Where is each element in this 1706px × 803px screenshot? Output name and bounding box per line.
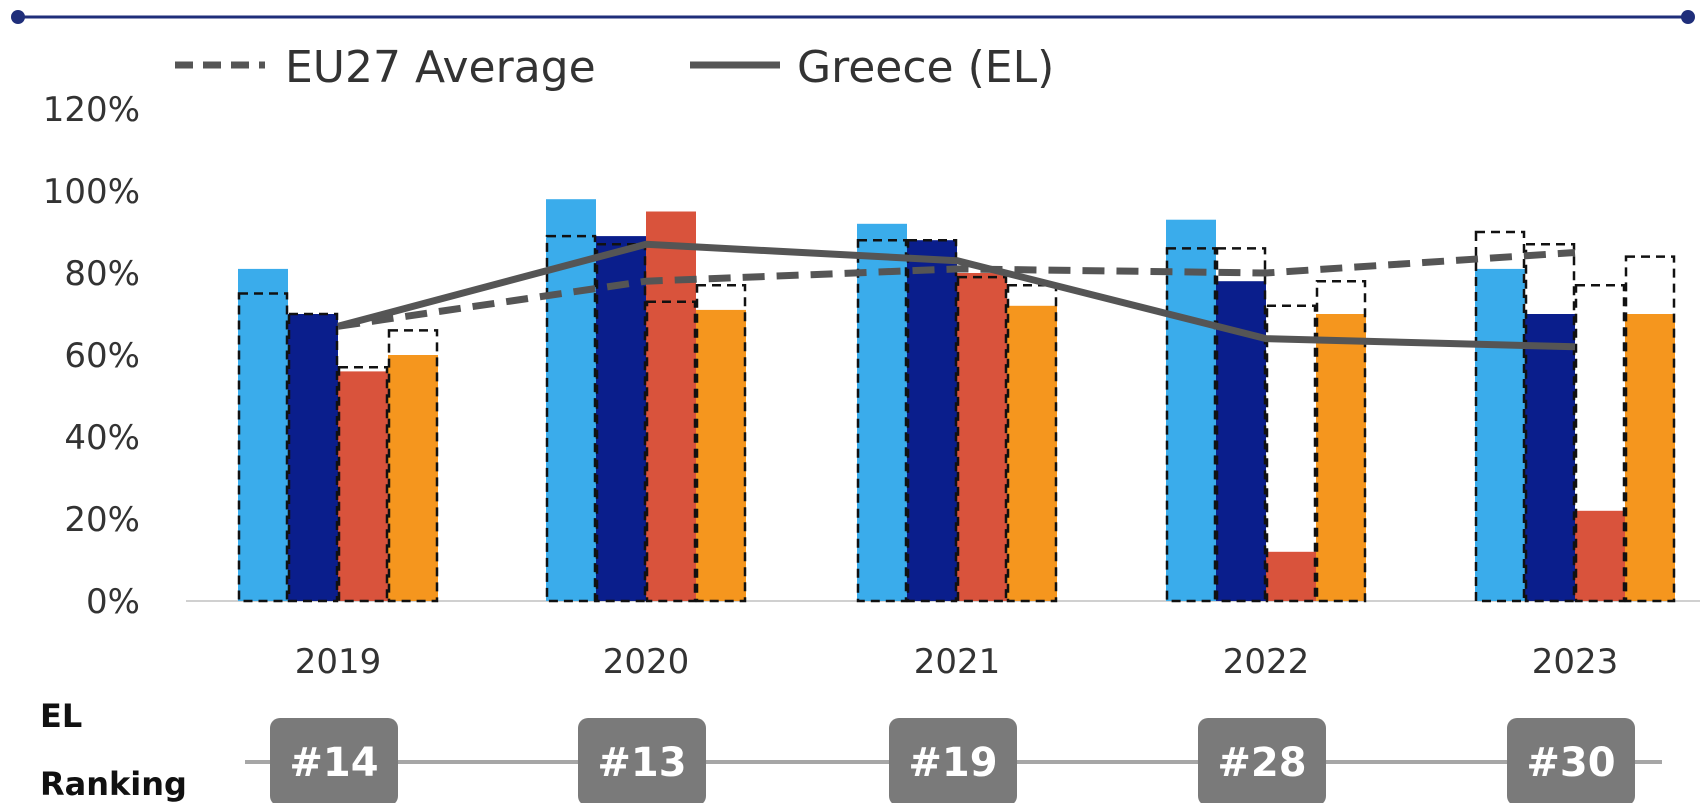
bar — [1525, 314, 1575, 601]
bar — [338, 371, 388, 601]
ranking-title-line2: Ranking — [40, 765, 187, 803]
ranking-value: #30 — [1526, 740, 1615, 786]
x-axis: 2019 2020 2021 2022 2023 — [295, 642, 1619, 682]
eu27-bars — [237, 230, 1676, 603]
y-axis: 0% 20% 40% 60% 80% 100% 120% — [43, 90, 140, 622]
bar — [596, 236, 646, 601]
eu27-outline-bar — [906, 238, 958, 603]
eu27-outline-bar — [1315, 279, 1367, 603]
x-tick-label: 2019 — [295, 642, 382, 682]
bar — [238, 268, 288, 601]
eu27-outline-bar — [387, 329, 439, 603]
eu27-outline-bar — [1624, 255, 1676, 603]
y-tick-label: 80% — [64, 254, 140, 294]
legend: EU27 Average Greece (EL) — [175, 42, 1054, 93]
series-lines — [337, 240, 1576, 351]
eu27-average-line — [337, 249, 1576, 330]
y-tick-label: 60% — [64, 336, 140, 376]
eu27-outline-bar — [545, 234, 597, 603]
y-tick-label: 120% — [43, 90, 140, 130]
ranking-badge — [1507, 718, 1635, 803]
ranking-badge — [1198, 718, 1326, 803]
eu27-outline-bar — [1474, 230, 1526, 603]
eu27-outline-bar — [1215, 247, 1267, 603]
legend-greece-label: Greece (EL) — [797, 42, 1054, 93]
ranking-badge — [270, 718, 398, 803]
bar — [857, 223, 907, 602]
eu27-outline-bar — [1165, 247, 1217, 603]
ranking-value: #13 — [597, 740, 686, 786]
eu27-outline-bar — [1524, 243, 1576, 603]
x-tick-label: 2023 — [1532, 642, 1619, 682]
x-tick-label: 2021 — [914, 642, 1001, 682]
eu27-outline-bar — [856, 238, 908, 603]
x-tick-label: 2022 — [1223, 642, 1310, 682]
eu27-outline-bar — [695, 284, 747, 603]
ranking-badge — [889, 718, 1017, 803]
bar — [1266, 551, 1316, 601]
ranking-value: #28 — [1217, 740, 1306, 786]
bar — [1316, 314, 1366, 601]
ranking-value: #14 — [289, 740, 378, 786]
bar — [907, 240, 957, 601]
eu27-outline-bar — [595, 243, 647, 603]
eu27-outline-bar — [645, 300, 697, 603]
x-tick-label: 2020 — [603, 642, 690, 682]
y-tick-label: 20% — [64, 500, 140, 540]
bar — [957, 273, 1007, 601]
legend-eu27-label: EU27 Average — [285, 42, 596, 93]
eu27-outline-bar — [287, 312, 339, 603]
bar — [1625, 314, 1675, 601]
ranking-badge — [578, 718, 706, 803]
bars — [238, 199, 1675, 602]
ranking-row: EL Ranking #14 #13 #19 #28 #30 — [40, 697, 1662, 803]
y-tick-label: 40% — [64, 418, 140, 458]
bar — [388, 355, 438, 601]
bar — [1575, 510, 1625, 601]
eu27-outline-bar — [956, 275, 1008, 603]
eu27-outline-bar — [1574, 284, 1626, 603]
eu27-outline-bar — [1265, 304, 1317, 603]
y-tick-label: 100% — [43, 172, 140, 212]
eu27-outline-bar — [337, 366, 389, 603]
bar — [1166, 219, 1216, 601]
bar — [288, 314, 338, 601]
top-frame-line — [11, 10, 1695, 24]
bar — [1475, 268, 1525, 601]
ranking-title-line1: EL — [40, 697, 82, 735]
ranking-value: #19 — [908, 740, 997, 786]
bar — [696, 309, 746, 601]
bar — [646, 211, 696, 601]
bar — [1007, 305, 1057, 601]
y-tick-label: 0% — [86, 582, 140, 622]
eu27-outline-bar — [1006, 284, 1058, 603]
greece-line — [337, 240, 1576, 351]
eu27-outline-bar — [237, 292, 289, 603]
